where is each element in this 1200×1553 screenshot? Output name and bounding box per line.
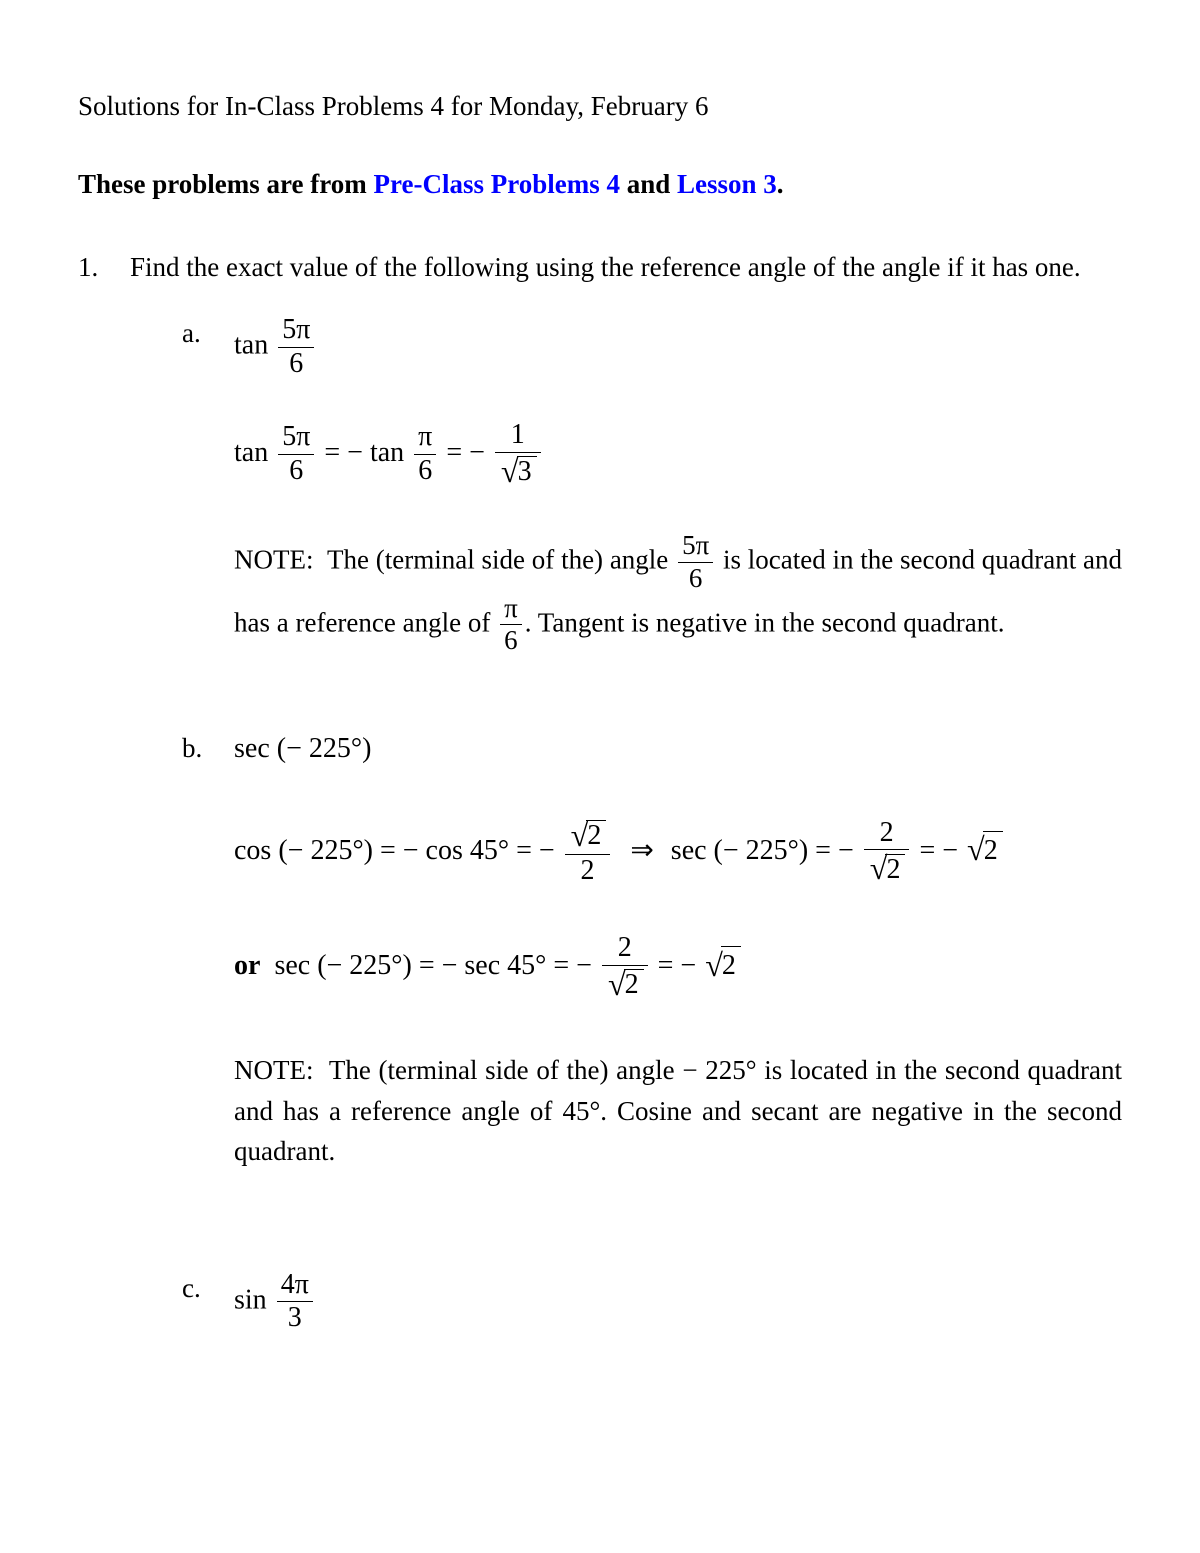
frac-2-sqrt2: 2 2 <box>602 933 648 1002</box>
frac-sqrt2-2: 2 2 <box>565 818 611 887</box>
eq-text: sec (− 225°) = − <box>671 835 854 866</box>
implies-icon: ⇒ <box>630 832 653 870</box>
sub-body-a: tan 5π 6 tan 5π 6 = − tan π 6 = − <box>234 315 1122 712</box>
subproblem-a: a. tan 5π 6 tan 5π 6 = − tan π 6 <box>182 315 1122 712</box>
frac-num: 2 <box>565 818 611 855</box>
frac-den: 6 <box>278 348 314 380</box>
angle-value: − 225° <box>682 1055 756 1085</box>
frac-den: 2 <box>602 966 648 1002</box>
frac-num: 5π <box>678 531 713 563</box>
sub-label-b: b. <box>182 730 234 766</box>
frac-num: 5π <box>278 315 314 348</box>
frac-den: 3 <box>495 453 541 489</box>
sqrt-2: 2 <box>569 818 607 853</box>
frac-den: 2 <box>864 850 910 886</box>
frac-den: 6 <box>678 563 713 594</box>
eq-b-solution-2: or sec (− 225°) = − sec 45° = − 2 2 = − … <box>234 933 1122 1002</box>
problem-number: 1. <box>78 249 130 285</box>
sqrt-2: 2 <box>965 828 1003 871</box>
frac-den: 3 <box>277 1302 313 1334</box>
note-a: NOTE: The (terminal side of the) angle 5… <box>234 531 1122 656</box>
sub-label-c: c. <box>182 1270 234 1306</box>
subproblem-b: b. sec (− 225°) cos (− 225°) = − cos 45°… <box>182 730 1122 1252</box>
sub-body-c: sin 4π 3 <box>234 1270 1122 1361</box>
frac-num: π <box>500 594 522 626</box>
fn-tan: tan <box>234 437 268 468</box>
sub-label-a: a. <box>182 315 234 351</box>
frac-1-sqrt3: 1 3 <box>495 420 541 489</box>
note-label: NOTE: <box>234 545 313 575</box>
eq-sign: = − <box>324 437 370 468</box>
sqrt-3: 3 <box>499 454 537 489</box>
eq-text: sec (− 225°) = − sec 45° = − <box>274 950 592 981</box>
frac-num: π <box>414 422 436 455</box>
subtitle: These problems are from Pre-Class Proble… <box>78 166 1122 202</box>
frac-2-sqrt2: 2 2 <box>864 818 910 887</box>
link-preclass-problems[interactable]: Pre-Class Problems 4 <box>373 169 619 199</box>
eq-b-solution-1: cos (− 225°) = − cos 45° = − 2 2 ⇒ sec (… <box>234 818 1122 887</box>
note-b: NOTE: The (terminal side of the) angle −… <box>234 1050 1122 1172</box>
frac-den: 6 <box>278 455 314 487</box>
eq-text: = − <box>919 835 958 866</box>
frac-num: 5π <box>278 422 314 455</box>
eq-b-given: sec (− 225°) <box>234 730 1122 768</box>
problem-1: 1. Find the exact value of the following… <box>78 249 1122 285</box>
fn-tan: tan <box>234 330 268 361</box>
subtitle-mid: and <box>620 169 677 199</box>
frac-den: 6 <box>500 625 522 656</box>
note-text: The (terminal side of the) angle <box>327 545 675 575</box>
frac-num: 1 <box>495 420 541 453</box>
document-page: Solutions for In-Class Problems 4 for Mo… <box>0 0 1200 1438</box>
or-label: or <box>234 950 260 981</box>
subtitle-post: . <box>777 169 784 199</box>
page-title: Solutions for In-Class Problems 4 for Mo… <box>78 88 1122 124</box>
frac-pi-6: π 6 <box>414 422 436 487</box>
problem-text: Find the exact value of the following us… <box>130 249 1122 285</box>
subproblem-c: c. sin 4π 3 <box>182 1270 1122 1361</box>
frac-pi-6-inline: π6 <box>500 594 522 656</box>
eq-a-solution: tan 5π 6 = − tan π 6 = − 1 3 <box>234 420 1122 489</box>
subtitle-pre: These problems are from <box>78 169 373 199</box>
frac-5pi-6-inline: 5π6 <box>678 531 713 593</box>
fn-tan: tan <box>370 437 404 468</box>
frac-5pi-6: 5π 6 <box>278 422 314 487</box>
frac-num: 4π <box>277 1270 313 1303</box>
link-lesson-3[interactable]: Lesson 3 <box>677 169 777 199</box>
frac-4pi-3: 4π 3 <box>277 1270 313 1335</box>
frac-num: 2 <box>602 933 648 966</box>
frac-5pi-6: 5π 6 <box>278 315 314 380</box>
note-label: NOTE: <box>234 1055 313 1085</box>
sqrt-2: 2 <box>868 851 906 886</box>
sqrt-2: 2 <box>703 944 741 987</box>
eq-text: = − <box>658 950 697 981</box>
ref-angle: 45° <box>562 1096 600 1126</box>
frac-den: 2 <box>565 855 611 887</box>
eq-a-given: tan 5π 6 <box>234 315 1122 380</box>
note-text: The (terminal side of the) angle <box>329 1055 682 1085</box>
eq-c-given: sin 4π 3 <box>234 1270 1122 1335</box>
frac-num: 2 <box>864 818 910 851</box>
eq-sign: = − <box>446 437 492 468</box>
sub-body-b: sec (− 225°) cos (− 225°) = − cos 45° = … <box>234 730 1122 1252</box>
fn-sin: sin <box>234 1284 267 1315</box>
eq-text: cos (− 225°) = − cos 45° = − <box>234 835 555 866</box>
sqrt-2: 2 <box>606 967 644 1002</box>
frac-den: 6 <box>414 455 436 487</box>
note-text: . Tangent is negative in the second quad… <box>525 607 1005 637</box>
